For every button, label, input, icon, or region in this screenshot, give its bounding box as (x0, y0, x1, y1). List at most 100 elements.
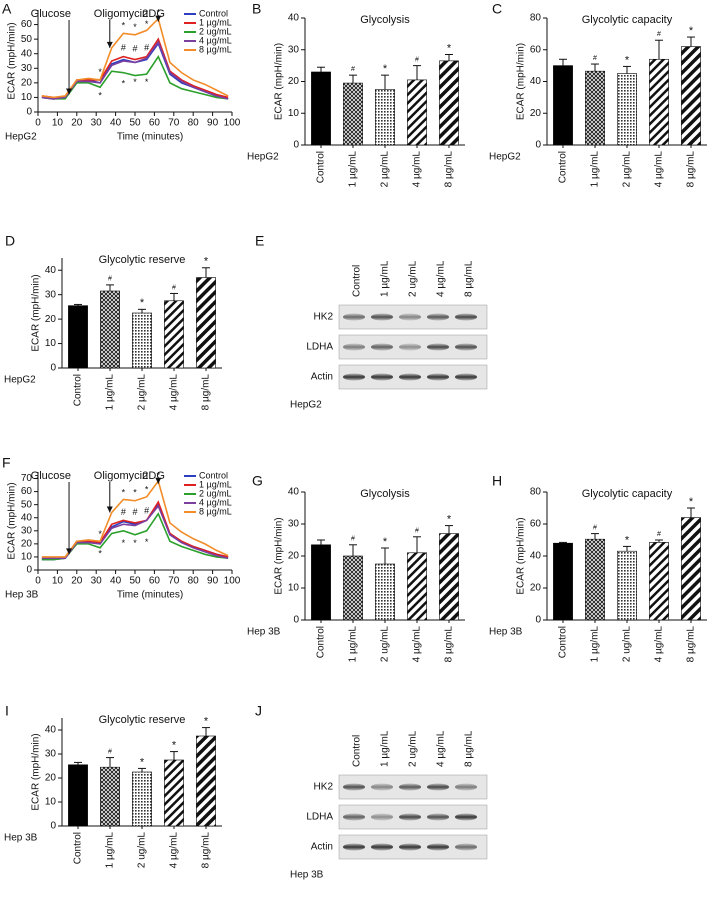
y-axis-label: ECAR (mpH/min) (7, 22, 18, 99)
cell-line: HepG2 (290, 400, 322, 411)
bar (68, 305, 88, 369)
bar (343, 82, 363, 146)
blot-band (427, 343, 449, 351)
x-tick-label: 40 (110, 576, 122, 587)
series-line (41, 17, 229, 99)
significance-marker: * (383, 63, 388, 75)
significance-marker: * (122, 538, 126, 548)
x-tick-label: 1 µg/mL (348, 151, 359, 188)
y-tick-label: 20 (21, 539, 33, 550)
blot-band (455, 373, 477, 381)
x-tick-label: 8 µg/mL (686, 151, 697, 188)
y-tick-label: 40 (530, 76, 542, 87)
blot-band (455, 783, 477, 791)
significance-marker: # (121, 507, 126, 517)
protein-label: Actin (311, 842, 333, 853)
cell-line: Hep 3B (247, 627, 281, 638)
y-tick-label: 10 (21, 552, 33, 563)
significance-marker: * (383, 536, 388, 548)
significance-marker: # (351, 536, 355, 543)
significance-marker: * (689, 496, 694, 508)
y-tick-label: 0 (293, 140, 299, 151)
significance-marker: * (98, 67, 102, 77)
x-tick-label: 1 µg/mL (105, 832, 116, 869)
x-tick-label: 2 ug/mL (380, 626, 391, 663)
x-tick-label: 80 (188, 118, 200, 129)
significance-marker: * (447, 514, 452, 526)
series-line (41, 40, 229, 100)
event-label: 2DG (142, 470, 165, 482)
blot-band (427, 813, 449, 821)
lane-label: 4 µg/mL (436, 730, 447, 767)
significance-marker: # (593, 524, 597, 531)
x-tick-label: 1 µg/mL (348, 626, 359, 663)
chart-title: Glycolytic capacity (582, 488, 673, 500)
bar (439, 60, 459, 146)
x-tick-label: 4 µg/mL (412, 626, 423, 663)
lane-label: 2 ug/mL (408, 260, 419, 297)
bar (553, 65, 573, 146)
y-tick-label: 20 (45, 773, 57, 784)
panel-letter: C (492, 1, 502, 17)
x-tick-label: 0 (35, 118, 41, 129)
legend-label: 4 µg/mL (199, 497, 232, 507)
significance-marker: * (157, 470, 161, 480)
significance-marker: * (157, 7, 161, 17)
significance-marker: * (140, 297, 145, 309)
x-tick-label: 20 (71, 118, 83, 129)
y-tick-label: 30 (45, 749, 57, 760)
protein-label: LDHA (306, 342, 333, 353)
y-tick-label: 30 (288, 519, 300, 530)
bar (375, 89, 395, 146)
x-tick-label: 90 (207, 118, 219, 129)
x-tick-label: 1 µg/mL (590, 151, 601, 188)
significance-marker: * (98, 90, 102, 100)
significance-marker: * (122, 487, 126, 497)
lane-label: 8 µg/mL (464, 730, 475, 767)
y-tick-label: 40 (45, 725, 57, 736)
protein-label: HK2 (314, 782, 334, 793)
significance-marker: # (108, 748, 112, 755)
panel-letter: B (252, 1, 261, 17)
x-tick-label: 2 µg/mL (622, 151, 633, 188)
panel-letter: G (252, 473, 263, 489)
blot-band (371, 843, 393, 851)
significance-marker: * (133, 22, 137, 32)
y-tick-label: 80 (530, 487, 542, 498)
bar (585, 538, 605, 621)
bar (196, 277, 216, 369)
significance-marker: # (415, 528, 419, 535)
legend-label: 4 µg/mL (199, 35, 232, 45)
lane-label: 8 µg/mL (464, 260, 475, 297)
y-tick-label: 40 (21, 48, 33, 59)
arrow-head (66, 548, 73, 555)
blot-band (371, 313, 393, 321)
significance-marker: # (132, 507, 137, 517)
lane-label: 4 µg/mL (436, 260, 447, 297)
cell-line: HepG2 (247, 152, 279, 163)
significance-marker: * (145, 19, 149, 29)
cell-line: Hep 3B (290, 870, 324, 881)
significance-marker: * (98, 529, 102, 539)
x-tick-label: 10 (52, 118, 64, 129)
bar (132, 771, 152, 827)
significance-marker: * (122, 79, 126, 89)
cell-line: HepG2 (489, 152, 521, 163)
x-tick-label: Control (558, 626, 569, 658)
y-tick-label: 10 (288, 583, 300, 594)
bar (311, 71, 331, 146)
y-tick-label: 40 (45, 265, 57, 276)
arrow-head (155, 15, 162, 22)
bar (164, 300, 184, 369)
x-tick-label: 1 µg/mL (105, 374, 116, 411)
y-tick-label: 20 (530, 108, 542, 119)
x-tick-label: 30 (91, 118, 103, 129)
panel-letter: A (2, 1, 12, 17)
lane-label: Control (352, 265, 363, 297)
significance-marker: * (133, 487, 137, 497)
y-tick-label: 40 (530, 551, 542, 562)
lane-label: Control (352, 735, 363, 767)
event-label: Glucose (31, 470, 71, 482)
panel-letter: E (255, 233, 264, 249)
